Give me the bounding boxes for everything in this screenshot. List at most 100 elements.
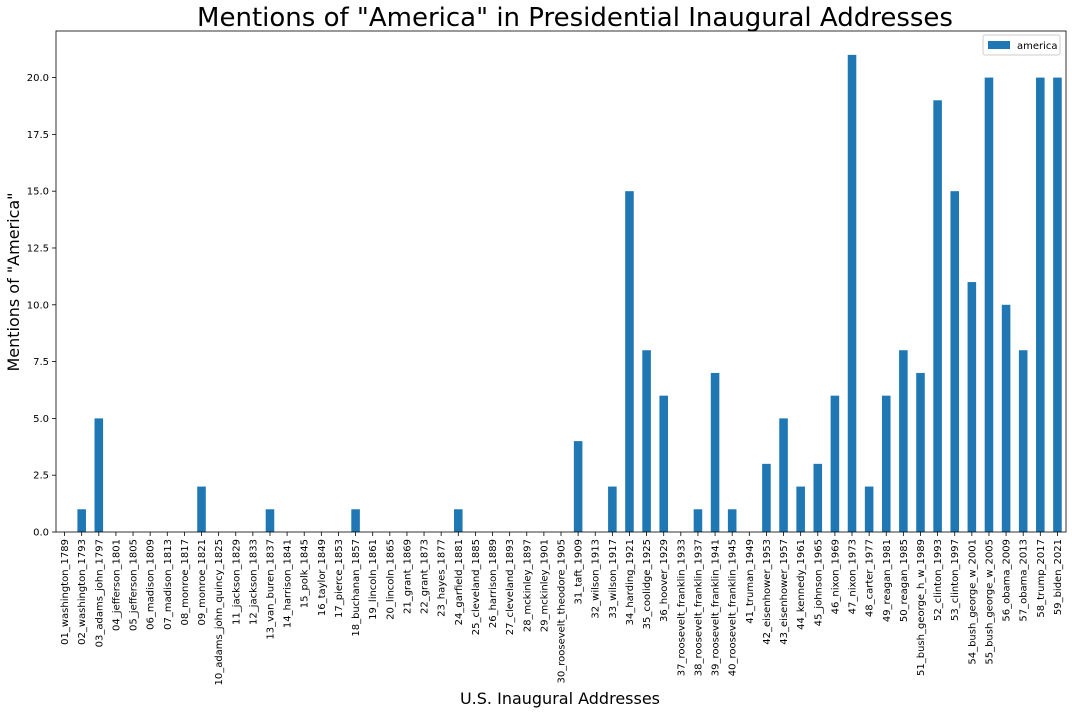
bar-57_obama_2013 [1018, 350, 1028, 532]
x-tick-label: 24_garfield_1881 [454, 539, 465, 625]
y-tick-label: 7.5 [33, 357, 49, 368]
x-tick-label: 01_washington_1789 [60, 539, 71, 645]
x-tick-label: 37_roosevelt_franklin_1933 [676, 539, 687, 676]
chart-title: Mentions of "America" in Presidential In… [197, 3, 953, 33]
y-tick-label: 0.0 [33, 528, 49, 539]
bar-58_trump_2017 [1036, 77, 1045, 532]
y-tick-label: 10.0 [27, 300, 49, 311]
x-tick-label: 06_madison_1809 [146, 539, 157, 630]
x-tick-label: 46_nixon_1969 [830, 539, 841, 614]
x-tick-label: 40_roosevelt_franklin_1945 [728, 539, 739, 676]
x-tick-label: 35_coolidge_1925 [642, 539, 653, 629]
y-tick-label: 17.5 [27, 130, 49, 141]
x-tick-label: 11_jackson_1829 [231, 539, 242, 625]
x-tick-label: 49_reagan_1981 [882, 539, 893, 622]
bar-47_nixon_1973 [847, 54, 857, 533]
bar-38_roosevelt_franklin_1937 [693, 509, 703, 532]
x-tick-label: 08_monroe_1817 [180, 539, 191, 626]
x-tick-label: 09_monroe_1821 [197, 539, 208, 626]
legend: america [982, 34, 1061, 56]
x-tick-label: 29_mckinley_1901 [539, 539, 550, 632]
x-tick-label: 27_cleveland_1893 [505, 539, 516, 635]
bar-49_reagan_1981 [881, 395, 891, 532]
x-tick-label: 15_polk_1845 [300, 539, 311, 608]
legend-label: america [1017, 41, 1058, 52]
bar-34_harding_1921 [625, 191, 634, 532]
bar-59_biden_2021 [1053, 77, 1062, 532]
bar-18_buchanan_1857 [351, 509, 360, 532]
x-tick-label: 36_hoover_1929 [659, 539, 670, 622]
x-tick-label: 12_jackson_1833 [248, 539, 259, 625]
bar-35_coolidge_1925 [642, 350, 651, 532]
x-tick-label: 51_bush_george_h_w_1989 [916, 539, 927, 676]
x-tick-label: 58_trump_2017 [1036, 539, 1047, 618]
bar-46_nixon_1969 [830, 395, 840, 532]
x-tick-label: 44_kennedy_1961 [796, 539, 807, 630]
y-tick-label: 2.5 [33, 471, 49, 482]
x-tick-label: 43_eisenhower_1957 [779, 539, 790, 645]
y-tick-label: 15.0 [27, 187, 49, 198]
x-tick-label: 13_van_buren_1837 [265, 539, 276, 640]
x-tick-label: 47_nixon_1973 [848, 539, 859, 614]
bar-53_clinton_1997 [950, 191, 960, 532]
bar-36_hoover_1929 [659, 395, 668, 532]
bar-56_obama_2009 [1001, 304, 1011, 532]
x-tick-label: 26_harrison_1889 [488, 539, 499, 628]
bar-44_kennedy_1961 [796, 486, 805, 532]
x-tick-label: 30_roosevelt_theodore_1905 [557, 539, 568, 683]
x-tick-label: 39_roosevelt_franklin_1941 [711, 539, 722, 676]
x-tick-label: 02_washington_1793 [77, 539, 88, 645]
x-tick-label: 10_adams_john_quincy_1825 [214, 539, 225, 686]
x-tick-label: 03_adams_john_1797 [94, 539, 105, 647]
x-tick-label: 42_eisenhower_1953 [762, 539, 773, 645]
x-tick-label: 55_bush_george_w_2005 [984, 539, 995, 665]
x-tick-label: 18_buchanan_1857 [351, 539, 362, 637]
y-axis: 0.0 2.5 5.0 7.5 10.0 12.5 15.0 17.5 20.0 [27, 73, 56, 539]
x-tick-label: 05_jefferson_1805 [129, 539, 140, 631]
bar-42_eisenhower_1953 [762, 463, 771, 532]
bars-group [77, 54, 1062, 533]
x-axis-label: U.S. Inaugural Addresses [460, 689, 660, 708]
x-tick-label: 16_taylor_1849 [317, 539, 328, 616]
bar-13_van_buren_1837 [265, 509, 275, 532]
legend-swatch [988, 41, 1010, 49]
x-axis: 01_washington_1789 02_washington_1793 03_a… [60, 532, 1064, 686]
bar-52_clinton_1993 [933, 100, 942, 533]
x-tick-label: 53_clinton_1997 [950, 539, 961, 621]
x-tick-label: 38_roosevelt_franklin_1937 [693, 539, 704, 676]
x-tick-label: 07_madison_1813 [163, 539, 174, 630]
x-tick-label: 54_bush_george_w_2001 [967, 539, 978, 665]
x-tick-label: 32_wilson_1913 [591, 539, 602, 619]
x-tick-label: 48_carter_1977 [865, 539, 876, 617]
x-tick-label: 50_reagan_1985 [899, 539, 910, 622]
legend-box [982, 34, 1061, 56]
y-tick-label: 12.5 [27, 243, 49, 254]
bar-09_monroe_1821 [197, 486, 206, 532]
y-tick-label: 5.0 [33, 414, 49, 425]
bar-51_bush_george_h_w_1989 [916, 372, 925, 532]
x-tick-label: 34_harding_1921 [625, 539, 636, 625]
x-tick-label: 28_mckinley_1897 [522, 539, 533, 632]
bar-43_eisenhower_1957 [779, 418, 788, 532]
x-tick-label: 57_obama_2013 [1019, 539, 1030, 622]
bar-45_johnson_1965 [813, 463, 823, 532]
x-tick-label: 19_lincoln_1861 [368, 539, 379, 620]
bar-40_roosevelt_franklin_1945 [727, 509, 737, 532]
bar-55_bush_george_w_2005 [984, 77, 994, 532]
x-tick-label: 04_jefferson_1801 [111, 539, 122, 631]
x-tick-label: 59_biden_2021 [1053, 539, 1064, 615]
bar-48_carter_1977 [864, 486, 874, 532]
bar-03_adams_john_1797 [94, 418, 104, 532]
x-tick-label: 41_truman_1949 [745, 539, 756, 624]
bar-24_garfield_1881 [454, 509, 463, 532]
bar-39_roosevelt_franklin_1941 [710, 372, 720, 532]
x-tick-label: 33_wilson_1917 [608, 539, 619, 619]
bar-31_taft_1909 [573, 441, 583, 532]
x-tick-label: 21_grant_1869 [402, 539, 413, 614]
x-tick-label: 14_harrison_1841 [283, 539, 294, 628]
x-tick-label: 22_grant_1873 [420, 539, 431, 614]
y-tick-label: 20.0 [27, 73, 49, 84]
x-tick-label: 31_taft_1909 [574, 539, 585, 605]
bar-33_wilson_1917 [608, 486, 617, 532]
